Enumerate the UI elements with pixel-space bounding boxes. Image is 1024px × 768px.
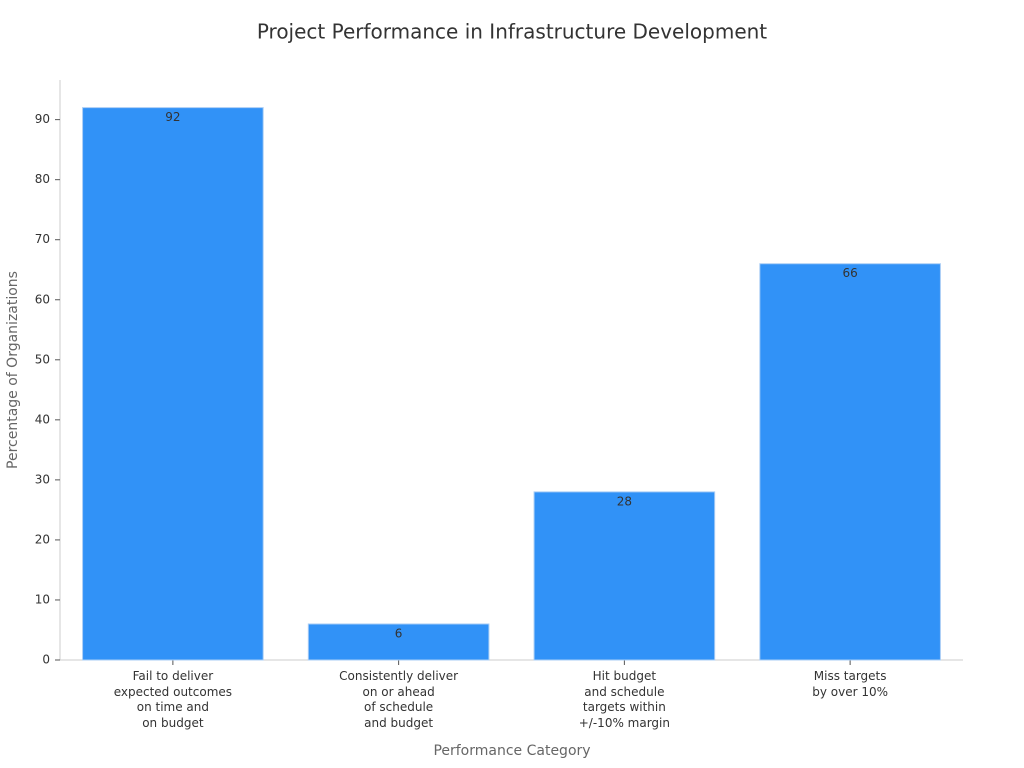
- x-axis-label: Performance Category: [433, 743, 590, 759]
- value-label: 92: [165, 110, 180, 124]
- y-tick-label: 0: [42, 653, 50, 667]
- value-label: 66: [842, 266, 857, 280]
- y-tick-label: 30: [35, 472, 50, 486]
- y-tick-label: 10: [35, 592, 50, 606]
- x-tick-label: Miss targets by over 10%: [812, 669, 889, 699]
- y-tick-label: 50: [35, 352, 50, 366]
- y-tick-label: 40: [35, 412, 50, 426]
- chart-title: Project Performance in Infrastructure De…: [257, 20, 767, 44]
- y-axis-label: Percentage of Organizations: [5, 271, 21, 469]
- y-tick-label: 80: [35, 172, 50, 186]
- y-tick-label: 20: [35, 532, 50, 546]
- y-tick-label: 60: [35, 292, 50, 306]
- value-label: 6: [395, 626, 403, 640]
- bar: [533, 491, 716, 661]
- y-tick-label: 70: [35, 232, 50, 246]
- x-tick-label: Consistently deliver on or ahead of sche…: [339, 669, 459, 730]
- value-label: 28: [617, 494, 632, 508]
- y-tick-label: 90: [35, 112, 50, 126]
- x-tick-label: Hit budget and schedule targets within +…: [578, 669, 670, 730]
- x-tick-label: Fail to deliver expected outcomes on tim…: [113, 669, 233, 730]
- bar: [759, 263, 941, 661]
- bar: [82, 107, 264, 661]
- bar: [307, 623, 490, 661]
